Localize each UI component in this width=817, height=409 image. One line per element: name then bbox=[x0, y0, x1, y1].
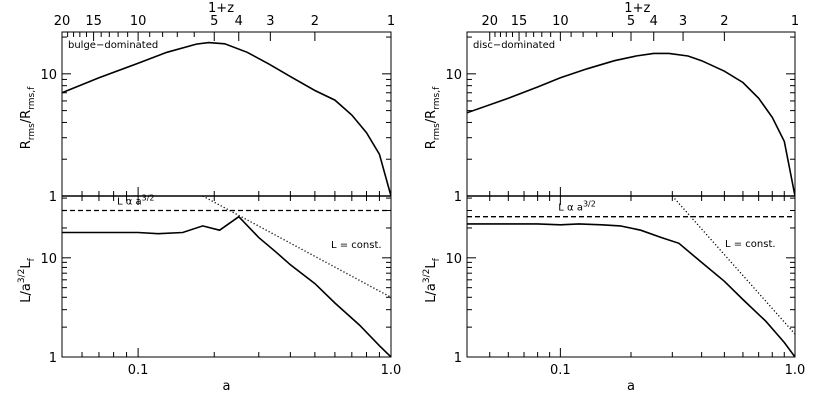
top-tick-label: 3 bbox=[679, 14, 687, 29]
lower-y-label-part: L bbox=[424, 261, 439, 269]
upper-y-tick-label: 10 bbox=[445, 68, 462, 83]
upper-y-label-part: rms,f bbox=[432, 86, 442, 110]
top-tick-label: 5 bbox=[627, 14, 635, 29]
upper-y-axis-label: Rrms/Rrms,f bbox=[424, 86, 442, 149]
top-tick-label: 4 bbox=[235, 14, 243, 29]
lower-series-solid bbox=[62, 215, 391, 357]
top-tick-label: 10 bbox=[552, 14, 569, 29]
x-tick-label: 1.0 bbox=[381, 363, 402, 378]
x-axis-label: a bbox=[627, 379, 635, 394]
lower-y-label-part: L/a bbox=[19, 283, 34, 303]
upper-y-label-part: rms,f bbox=[27, 86, 37, 110]
top-tick-label: 2 bbox=[311, 14, 319, 29]
scaling-annotation-main: L α a bbox=[558, 203, 583, 214]
upper-y-tick-label: 1 bbox=[49, 190, 57, 205]
scaling-annotation: L α a3/2 bbox=[558, 200, 596, 214]
lower-y-tick-label: 1 bbox=[454, 351, 462, 366]
lower-y-label-part: 3/2 bbox=[422, 269, 432, 283]
upper-plot-frame bbox=[61, 31, 392, 197]
upper-series-line bbox=[62, 41, 391, 196]
lower-series-solid bbox=[467, 223, 795, 357]
upper-y-label-part: rms bbox=[432, 123, 442, 140]
lower-series-dotted bbox=[671, 196, 795, 335]
const-annotation: L = const. bbox=[331, 240, 382, 251]
top-tick-label: 10 bbox=[130, 14, 147, 29]
lower-y-axis-label: L/a3/2Lf bbox=[422, 257, 442, 302]
top-tick-label: 20 bbox=[54, 14, 71, 29]
top-tick-label: 1 bbox=[387, 14, 395, 29]
lower-plot-frame bbox=[61, 195, 392, 358]
lower-y-label-part: f bbox=[27, 257, 37, 261]
top-axis-label: 1+z bbox=[208, 1, 234, 16]
lower-plot-frame bbox=[466, 195, 796, 358]
top-tick-label: 15 bbox=[511, 14, 528, 29]
upper-y-label-part: rms bbox=[27, 123, 37, 140]
upper-y-axis-label: Rrms/Rrms,f bbox=[19, 86, 37, 149]
x-tick-label: 0.1 bbox=[128, 363, 149, 378]
lower-y-axis-label: L/a3/2Lf bbox=[17, 257, 37, 302]
upper-y-label-part: /R bbox=[424, 110, 439, 123]
lower-y-label-part: L bbox=[19, 261, 34, 269]
top-tick-label: 20 bbox=[481, 14, 498, 29]
lower-y-label-part: 3/2 bbox=[17, 269, 27, 283]
upper-y-tick-label: 1 bbox=[454, 190, 462, 205]
x-tick-label: 1.0 bbox=[785, 363, 806, 378]
upper-y-label-part: R bbox=[19, 140, 34, 149]
top-tick-label: 1 bbox=[791, 14, 799, 29]
x-tick-label: 0.1 bbox=[550, 363, 571, 378]
top-axis-label: 1+z bbox=[624, 1, 650, 16]
x-axis-label: a bbox=[223, 379, 231, 394]
upper-series-line bbox=[467, 52, 795, 196]
lower-y-tick-label: 10 bbox=[40, 252, 57, 267]
upper-annotation: bulge−dominated bbox=[68, 40, 158, 51]
scaling-annotation-sup: 3/2 bbox=[142, 193, 155, 202]
const-annotation: L = const. bbox=[725, 239, 776, 250]
top-tick-label: 15 bbox=[85, 14, 102, 29]
lower-y-label-part: f bbox=[432, 257, 442, 261]
upper-y-label-part: /R bbox=[19, 110, 34, 123]
scaling-annotation-sup: 3/2 bbox=[583, 200, 596, 209]
scaling-annotation: L α a3/2 bbox=[117, 193, 155, 207]
top-tick-label: 2 bbox=[720, 14, 728, 29]
top-tick-label: 5 bbox=[210, 14, 218, 29]
lower-y-tick-label: 1 bbox=[49, 351, 57, 366]
upper-y-tick-label: 10 bbox=[40, 68, 57, 83]
lower-y-tick-label: 10 bbox=[445, 252, 462, 267]
upper-y-label-part: R bbox=[424, 140, 439, 149]
upper-annotation: disc−dominated bbox=[473, 40, 555, 51]
top-tick-label: 4 bbox=[650, 14, 658, 29]
lower-y-label-part: L/a bbox=[424, 283, 439, 303]
top-tick-label: 3 bbox=[266, 14, 274, 29]
scaling-annotation-main: L α a bbox=[117, 196, 142, 207]
